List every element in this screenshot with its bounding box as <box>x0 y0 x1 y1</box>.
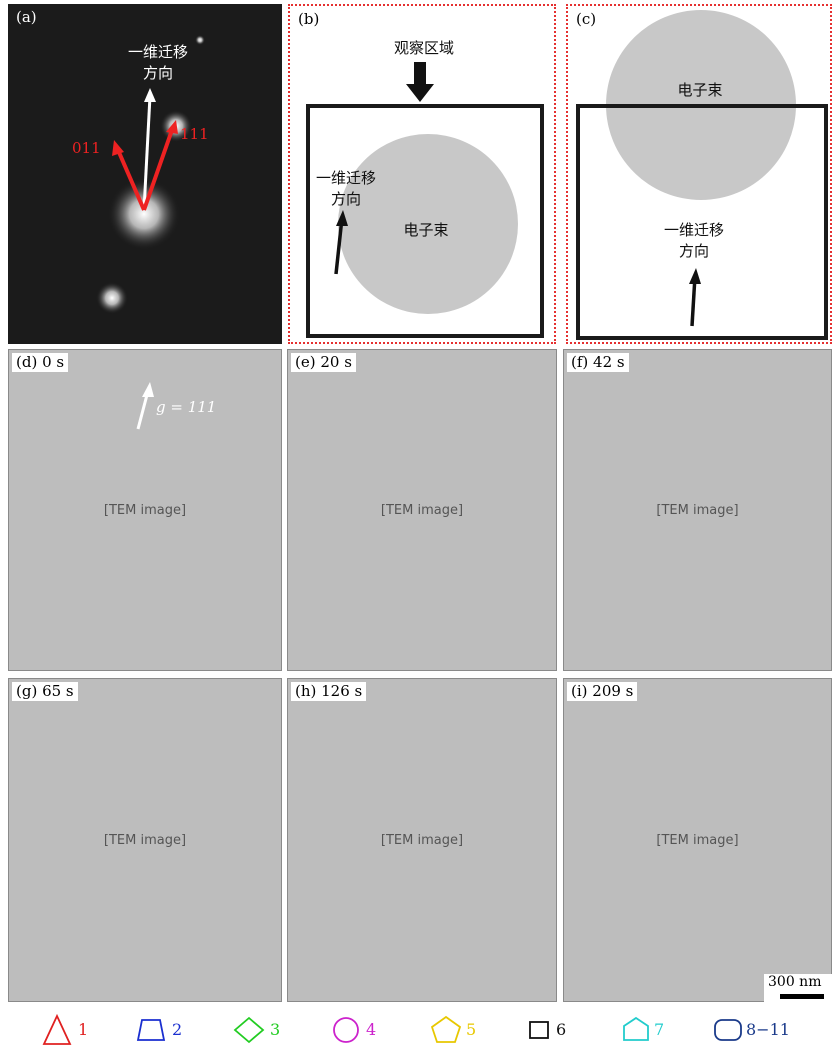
panel-c: (c) 电子束 一维迁移 方向 <box>566 4 832 344</box>
legend: 1 2 3 4 5 6 7 <box>0 1010 832 1052</box>
legend-item: 1 <box>40 1010 100 1052</box>
micrograph-label: (d) 0 s <box>12 353 69 372</box>
legend-item: 6 <box>526 1010 586 1052</box>
legend-label: 1 <box>78 1020 89 1039</box>
observation-box <box>306 104 544 338</box>
square-icon <box>529 1021 549 1039</box>
g-label-011: 011 <box>72 139 101 157</box>
legend-label: 8−11 <box>746 1020 790 1039</box>
g-vector-label: g = 111 <box>156 398 217 416</box>
micrograph-placeholder: [TEM image] <box>563 349 832 671</box>
migration-arrow-b <box>334 210 348 275</box>
micrograph-placeholder: [TEM image] <box>287 678 557 1002</box>
pentagon-icon <box>430 1015 462 1043</box>
migration-direction-label-b: 一维迁移 方向 <box>315 169 376 208</box>
migration-direction-label: 一维迁移 方向 <box>127 43 188 82</box>
micrograph-placeholder: [TEM image] <box>8 678 282 1002</box>
legend-item: 8−11 <box>712 1010 822 1052</box>
legend-item: 3 <box>232 1010 292 1052</box>
legend-item: 5 <box>428 1010 488 1052</box>
micrograph-label: (e) 20 s <box>291 353 356 372</box>
rounded-rect-icon <box>714 1019 742 1041</box>
electron-beam-label-c: 电子束 <box>677 81 723 99</box>
panel-b: (b) 观察区域 电子束 一维迁移 方向 <box>288 4 556 344</box>
scale-bar-line <box>780 994 824 999</box>
legend-label: 4 <box>366 1020 377 1039</box>
observation-arrow <box>406 62 434 102</box>
micrograph-f: [TEM image] (f) 42 s <box>563 349 832 671</box>
legend-item: 4 <box>330 1010 390 1052</box>
scale-bar: 300 nm <box>764 974 832 1004</box>
diffraction-spot-lower <box>96 282 128 314</box>
transmitted-spot <box>108 178 180 250</box>
migration-direction-label-c: 一维迁移 方向 <box>663 221 724 260</box>
diamond-icon <box>233 1016 265 1044</box>
micrograph-i: [TEM image] (i) 209 s <box>563 678 832 1002</box>
micrograph-placeholder: [TEM image] <box>563 678 832 1002</box>
panel-b-label: (b) <box>294 10 324 29</box>
legend-label: 7 <box>654 1020 665 1039</box>
scale-bar-label: 300 nm <box>768 974 822 990</box>
micrograph-label: (h) 126 s <box>291 682 367 701</box>
micrograph-h: [TEM image] (h) 126 s <box>287 678 557 1002</box>
legend-item: 2 <box>134 1010 194 1052</box>
g-label-111: 111 <box>180 125 209 143</box>
trapezoid-icon <box>136 1019 166 1041</box>
micrograph-e: [TEM image] (e) 20 s <box>287 349 557 671</box>
diffraction-spot-upper <box>195 35 205 45</box>
electron-beam-label: 电子束 <box>403 221 449 239</box>
house-pentagon-icon <box>623 1016 649 1041</box>
arrow-111 <box>142 129 174 211</box>
observation-box-c <box>576 104 828 340</box>
micrograph-g: [TEM image] (g) 65 s <box>8 678 282 1002</box>
panel-a-label: (a) <box>16 8 37 26</box>
micrograph-d: [TEM image] (d) 0 s g = 111 <box>8 349 282 671</box>
legend-label: 6 <box>556 1020 567 1039</box>
diffraction-pattern <box>96 35 205 314</box>
legend-item: 7 <box>620 1010 680 1052</box>
legend-label: 5 <box>466 1020 477 1039</box>
panel-c-label: (c) <box>572 10 601 29</box>
observation-area-label: 观察区域 <box>393 39 454 57</box>
circle-icon <box>333 1017 359 1043</box>
micrograph-label: (g) 65 s <box>12 682 78 701</box>
legend-label: 3 <box>270 1020 281 1039</box>
electron-beam <box>338 134 518 314</box>
triangle-icon <box>42 1013 72 1045</box>
arrow-011 <box>116 149 146 211</box>
micrograph-label: (f) 42 s <box>567 353 629 372</box>
micrograph-label: (i) 209 s <box>567 682 638 701</box>
g-vector-arrow <box>136 382 154 430</box>
legend-label: 2 <box>172 1020 183 1039</box>
micrograph-placeholder: [TEM image] <box>287 349 557 671</box>
panel-a: (a) 一维迁移 方向 011 111 <box>8 4 282 344</box>
migration-arrow <box>142 95 152 211</box>
migration-arrow-c <box>689 268 701 327</box>
